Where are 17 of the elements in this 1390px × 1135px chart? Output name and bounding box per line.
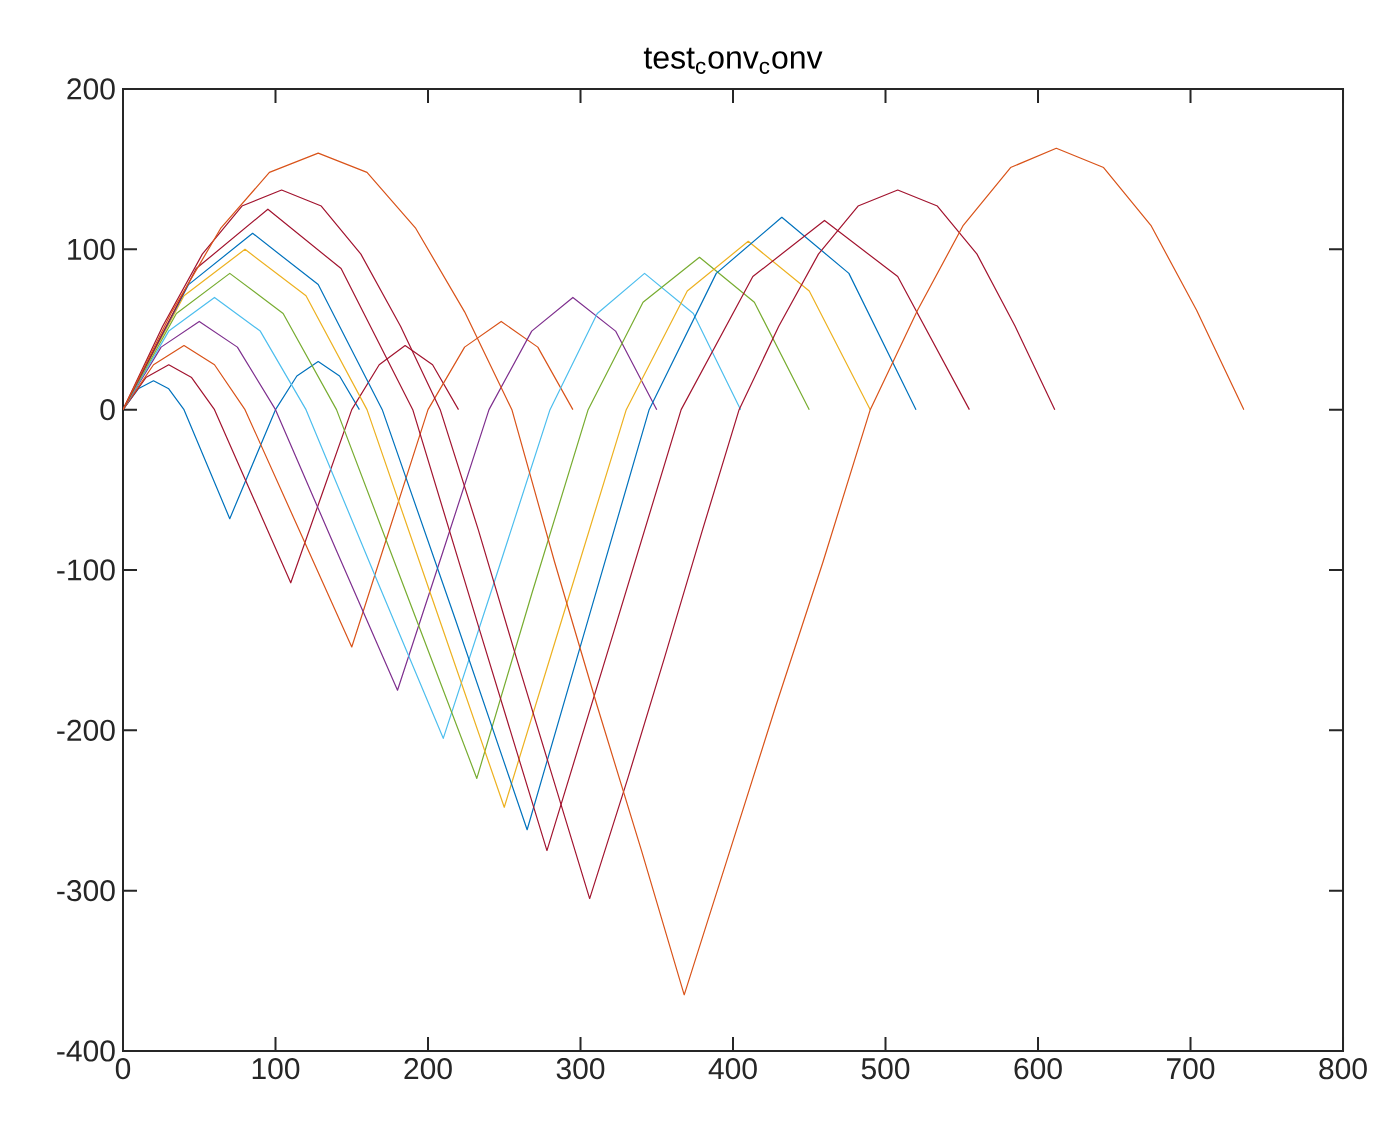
chart-title: test$_{c}$onv$_{c}$onv [643, 47, 823, 74]
y-tick-label: -200 [57, 719, 115, 741]
x-tick-label: 0 [115, 1058, 131, 1080]
y-tick-label: -300 [57, 880, 115, 902]
x-tick-label: 400 [708, 1058, 757, 1080]
x-tick-label: 300 [556, 1058, 605, 1080]
y-tick-label: 0 [100, 399, 115, 421]
x-tick-label: 500 [861, 1058, 910, 1080]
x-tick-label: 600 [1014, 1058, 1062, 1080]
y-tick-label: 200 [67, 78, 115, 100]
x-tick-label: 700 [1167, 1058, 1215, 1080]
y-tick-label: -100 [57, 559, 115, 581]
x-tick-label: 800 [1319, 1058, 1367, 1080]
x-tick-label: 200 [404, 1058, 452, 1080]
y-tick-label: -400 [57, 1040, 115, 1062]
x-tick-label: 100 [252, 1058, 300, 1080]
y-tick-label: 100 [68, 238, 115, 260]
